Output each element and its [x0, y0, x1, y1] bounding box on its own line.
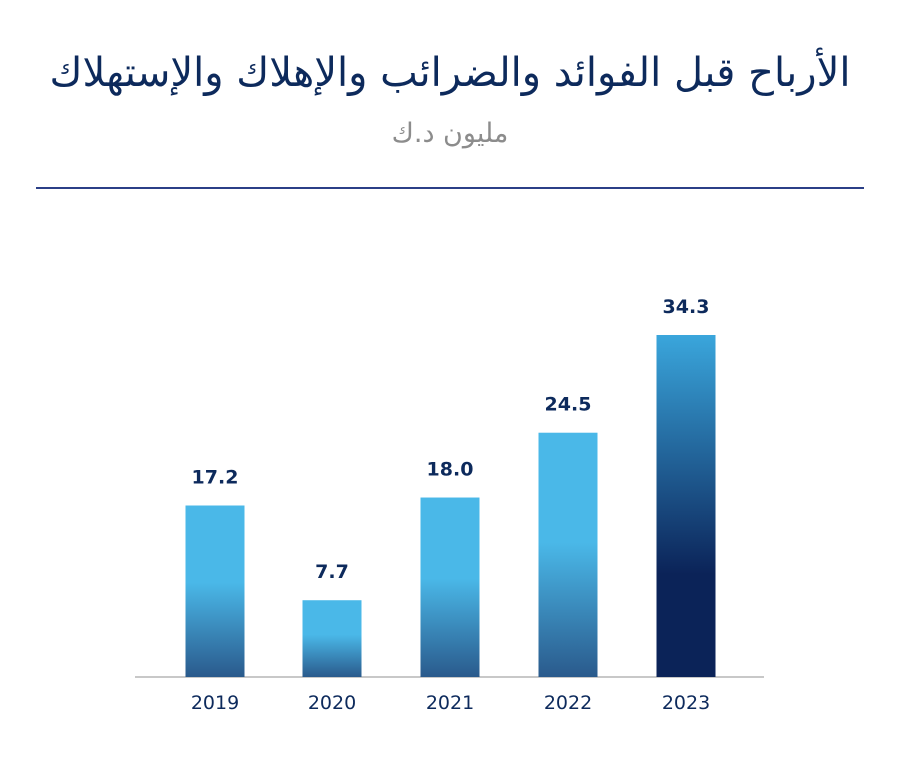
data-label-2023: 34.3	[663, 296, 710, 318]
bar-2021	[420, 497, 480, 677]
data-label-2020: 7.7	[315, 561, 349, 583]
bar-2019	[185, 505, 245, 677]
data-label-2019: 17.2	[192, 467, 239, 489]
x-tick-label-2023: 2023	[662, 692, 710, 714]
x-tick-label-2022: 2022	[544, 692, 592, 714]
chart-title: الأرباح قبل الفوائد والضرائب والإهلاك وا…	[49, 50, 851, 96]
data-label-2021: 18.0	[427, 459, 474, 481]
bars-group: 17.2 2019 7.7 2020 18.0 2021 24.5 2022 34.3 2023	[185, 296, 716, 714]
x-tick-label-2019: 2019	[191, 692, 239, 714]
x-tick-label-2020: 2020	[308, 692, 356, 714]
bar-2022	[538, 432, 598, 677]
data-label-2022: 24.5	[545, 394, 592, 416]
x-tick-label-2021: 2021	[426, 692, 474, 714]
chart-subtitle: مليون د.ك	[391, 118, 509, 149]
bar-2020	[302, 600, 362, 677]
bar-2023	[656, 335, 716, 677]
header-divider	[36, 187, 864, 189]
